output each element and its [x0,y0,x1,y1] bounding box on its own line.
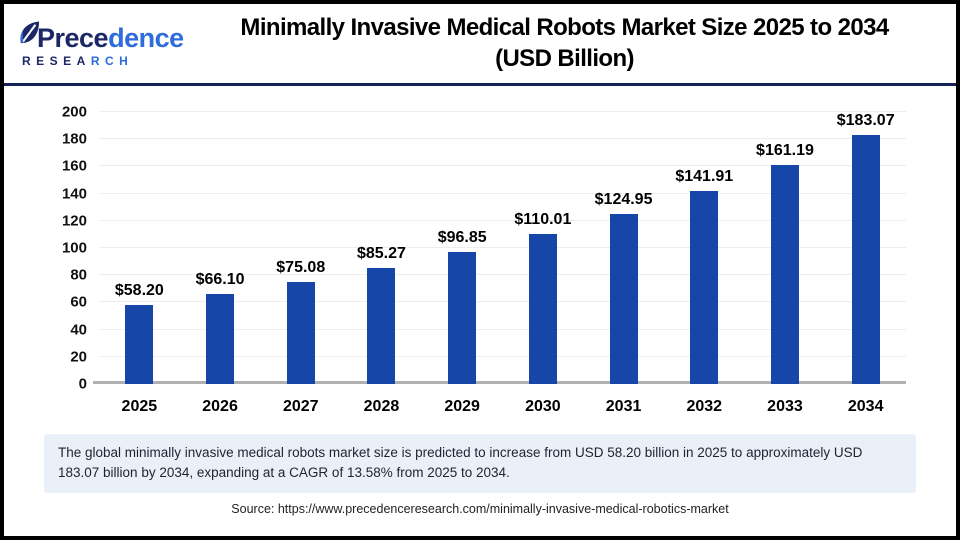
source-line: Source: https://www.precedenceresearch.c… [231,501,729,516]
bar-column: $58.20 [99,112,180,384]
gridline [99,301,906,303]
bar-2025: $58.20 [115,282,164,384]
leaf-icon [18,20,40,50]
gridline [99,355,906,357]
y-axis-tick-label: 0 [78,375,87,393]
gridline [99,274,906,276]
logo-subtitle: RESEARCH [18,55,199,67]
x-axis-label-2034: 2034 [847,398,884,415]
bar-2028: $85.27 [357,245,406,384]
bar-value-label: $161.19 [756,141,814,159]
bar-column: $110.01 [503,112,584,384]
chart-title: Minimally Invasive Medical Robots Market… [199,13,956,74]
x-axis-label-2028: 2028 [363,398,400,415]
logo-word: Precedence [37,25,184,52]
y-axis-tick-label: 20 [70,348,87,366]
bar-chart: 0 20 40 60 80 100 120 140 160 180 200 $58.20 $66.10 $… [4,86,956,418]
bar-column: $124.95 [583,112,664,384]
summary-text: The global minimally invasive medical ro… [58,445,863,481]
bar-2034: $183.07 [837,112,895,384]
bar-2031: $124.95 [595,191,652,384]
x-axis-label-2032: 2032 [686,398,723,415]
bar-2033: $161.19 [756,142,814,384]
logo-wordmark: Precedence [18,20,199,52]
logo-word-blue: dence [108,23,184,53]
y-axis-tick-label: 180 [61,130,87,148]
bar-column: $183.07 [825,112,906,384]
bar-value-label: $124.95 [594,191,653,209]
bar-value-label: $58.20 [114,281,164,299]
gridline [99,111,906,112]
y-axis-tick-label: 200 [61,103,87,121]
bar-column: $85.27 [341,112,422,384]
header: Precedence RESEARCH Minimally Invasive M… [4,4,956,86]
y-axis-tick-label: 140 [61,185,87,203]
bar-value-label: $96.85 [437,229,487,247]
x-axis-label-2027: 2027 [282,398,319,415]
chart-title-line1: Minimally Invasive Medical Robots Market… [240,13,889,41]
gridline [99,192,906,194]
logo-sub-blue: RCH [90,54,134,68]
x-axis-label-2025: 2025 [121,398,158,415]
x-axis-label-2031: 2031 [605,398,642,415]
y-axis-tick-label: 160 [61,157,87,175]
bar-value-label: $141.91 [675,168,734,186]
bar-column: $96.85 [422,112,503,384]
bar-column: $66.10 [180,112,261,384]
y-axis-tick-label: 40 [70,321,87,339]
x-axis-label-2026: 2026 [202,398,238,415]
gridline [99,247,906,248]
x-axis-label-2029: 2029 [444,398,480,415]
y-axis-tick-label: 60 [70,293,87,311]
y-axis-tick-label: 120 [61,212,87,230]
x-axis-label-2033: 2033 [767,398,803,415]
bar-2030: $110.01 [514,211,571,384]
y-axis-tick-label: 100 [61,239,87,257]
plot-area: 0 20 40 60 80 100 120 140 160 180 200 $58.20 $66.10 $… [62,104,906,393]
chart-title-line2: (USD Billion) [495,44,634,72]
bar-value-label: $85.27 [356,245,406,263]
y-axis-tick-label: 80 [70,266,87,284]
bar-2026: $66.10 [196,271,245,384]
precedence-research-logo: Precedence RESEARCH [4,20,199,67]
x-axis-baseline [93,381,906,384]
bar-2029: $96.85 [438,229,487,384]
logo-sub-navy: RESEA [22,54,91,68]
bars-container: $58.20 $66.10 $75.08 $85.27 $96.85 $110.01 $12… [99,112,906,384]
bar-2027: $75.08 [276,259,325,384]
bar-value-label: $66.10 [195,271,245,289]
bar-value-label: $75.08 [276,258,326,276]
bar-column: $161.19 [745,112,826,384]
x-axis-label-2030: 2030 [525,398,561,415]
summary-box: The global minimally invasive medical ro… [44,434,916,493]
x-axis-labels: 2025 2026 2027 2028 2029 2030 2031 2032 2033 2034 [99,398,906,416]
gridline [99,219,906,221]
bar-column: $141.91 [664,112,745,384]
gridline [99,165,906,167]
bar-column: $75.08 [260,112,341,384]
gridline [99,138,906,140]
bar-value-label: $183.07 [836,112,895,130]
logo-word-navy: Prece [37,23,109,53]
gridline [99,328,906,330]
bar-2032: $141.91 [675,168,733,384]
bar-value-label: $110.01 [514,211,572,229]
